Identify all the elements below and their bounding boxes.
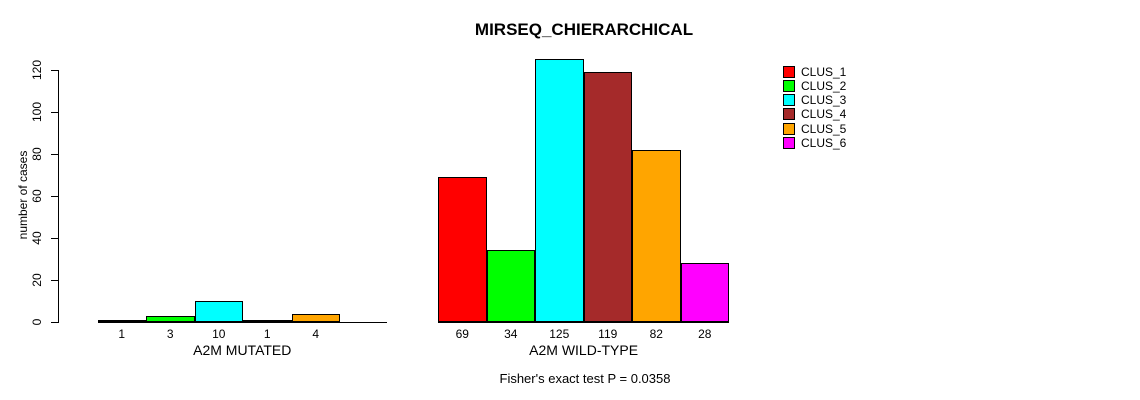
group-label: A2M WILD-TYPE xyxy=(529,342,639,358)
y-tick-label: 40 xyxy=(30,231,44,245)
y-tick-mark xyxy=(51,237,58,239)
x-axis-line xyxy=(97,322,387,323)
y-tick-label: 20 xyxy=(30,273,44,287)
legend-swatch-clus_5 xyxy=(783,122,795,135)
legend-label: CLUS_5 xyxy=(801,121,847,136)
y-tick-label: 120 xyxy=(30,59,44,80)
bar-value-label: 3 xyxy=(166,327,174,341)
bar-value-label: 82 xyxy=(649,327,663,341)
legend-label: CLUS_3 xyxy=(801,93,847,108)
y-tick-mark xyxy=(51,111,58,113)
legend-label: CLUS_6 xyxy=(801,135,847,150)
bar-clus_2 xyxy=(146,315,195,322)
bar-clus_4 xyxy=(243,319,292,322)
legend-swatch-clus_2 xyxy=(783,79,795,92)
bar-value-label: 4 xyxy=(312,327,320,341)
y-tick-mark xyxy=(51,153,58,155)
x-axis-line xyxy=(438,322,730,323)
legend-label: CLUS_4 xyxy=(801,107,847,122)
bar-clus_1 xyxy=(97,319,146,322)
legend-label: CLUS_2 xyxy=(801,78,847,93)
legend-swatch-clus_4 xyxy=(783,108,795,121)
legend-swatch-clus_3 xyxy=(783,94,795,107)
bar-clus_5 xyxy=(291,313,340,322)
bar-clus_1 xyxy=(438,176,487,322)
bar-clus_4 xyxy=(583,71,632,322)
y-tick-mark xyxy=(51,322,58,323)
y-tick-mark xyxy=(51,69,58,71)
bar-value-label: 1 xyxy=(263,327,271,341)
y-axis-label: number of cases xyxy=(16,150,30,240)
legend-swatch-clus_1 xyxy=(783,65,795,78)
y-tick-label: 60 xyxy=(30,189,44,203)
y-tick-label: 80 xyxy=(30,147,44,161)
bar-value-label: 28 xyxy=(698,327,712,341)
y-tick-label: 0 xyxy=(30,318,44,326)
fisher-test-note: Fisher's exact test P = 0.0358 xyxy=(499,371,671,386)
bar-value-label: 119 xyxy=(598,327,618,341)
legend-swatch-clus_6 xyxy=(783,136,795,149)
group-label: A2M MUTATED xyxy=(193,342,292,358)
bar-value-label: 1 xyxy=(118,327,126,341)
y-axis-line xyxy=(58,69,59,323)
bar-clus_3 xyxy=(535,59,584,322)
bar-value-label: 69 xyxy=(455,327,469,341)
legend-label: CLUS_1 xyxy=(801,64,847,79)
bar-value-label: 34 xyxy=(504,327,518,341)
bar-value-label: 125 xyxy=(549,327,570,341)
bar-clus_2 xyxy=(486,250,535,322)
chart-title: MIRSEQ_CHIERARCHICAL xyxy=(474,20,694,39)
y-tick-mark xyxy=(51,195,58,197)
y-tick-label: 100 xyxy=(30,101,44,122)
y-tick-mark xyxy=(51,279,58,281)
bar-clus_3 xyxy=(194,300,243,322)
bar-value-label: 10 xyxy=(212,327,226,341)
bar-clus_5 xyxy=(632,149,681,322)
bar-clus_6 xyxy=(680,263,729,322)
